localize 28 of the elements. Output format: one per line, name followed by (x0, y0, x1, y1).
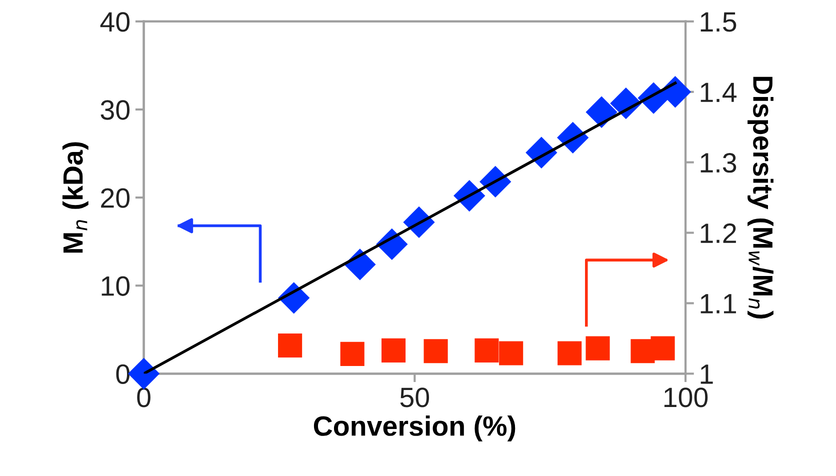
y-tick-label: 20 (101, 188, 130, 208)
x-axis-title: Conversion (%) (314, 416, 516, 442)
point (278, 333, 302, 358)
point (340, 342, 364, 366)
y2-tick-label: 1.4 (700, 82, 737, 102)
x-tick-label: 100 (664, 388, 708, 408)
y-tick-label: 30 (100, 100, 130, 120)
y2-tick-label: 1.3 (700, 152, 736, 173)
y-tick-label: 0 (116, 364, 130, 384)
x-tick-label: 0 (137, 388, 150, 408)
point (586, 96, 618, 128)
y2-axis-title: Dispersity (M$_{w}$/M$_{n}$) (748, 76, 774, 318)
point (424, 339, 448, 364)
point (650, 336, 675, 360)
y2-tick-label: 1.5 (700, 12, 736, 32)
y-axis-title: M$_{n}$ (kDa) (62, 142, 88, 253)
point (499, 341, 524, 366)
y-tick-label: 10 (102, 276, 130, 296)
y2-tick-label: 1.1 (700, 294, 736, 314)
y2-tick-label: 1.2 (700, 223, 736, 243)
point (128, 358, 160, 390)
y-tick-label: 40 (100, 12, 130, 32)
point (558, 341, 582, 366)
x-tick-label: 50 (400, 388, 430, 408)
point (474, 338, 499, 362)
point (382, 338, 406, 362)
point (586, 336, 610, 360)
y2-tick-label: 1 (700, 364, 713, 384)
